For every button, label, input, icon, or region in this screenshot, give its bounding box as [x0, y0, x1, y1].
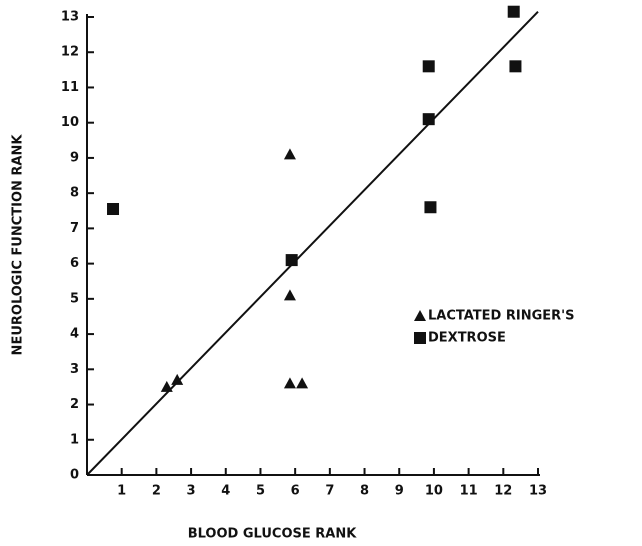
y-tick-label: 12	[61, 45, 79, 60]
point	[507, 5, 520, 18]
point	[509, 60, 522, 73]
legend-label: DEXTROSE	[428, 331, 506, 346]
x-tick-label: 7	[325, 484, 334, 499]
x-axis-label: BLOOD GLUCOSE RANK	[188, 527, 358, 542]
point	[422, 60, 435, 73]
legend-label: LACTATED RINGER'S	[428, 309, 575, 324]
y-tick-label: 5	[70, 291, 79, 306]
point	[107, 203, 120, 216]
point	[285, 254, 298, 267]
y-tick-label: 11	[61, 80, 79, 95]
y-tick-label: 6	[70, 256, 79, 271]
y-tick-label: 9	[70, 150, 79, 165]
point	[171, 373, 184, 385]
point	[283, 289, 296, 301]
x-tick-label: 3	[187, 484, 196, 499]
y-tick-label: 13	[61, 10, 79, 25]
y-tick-label: 8	[70, 186, 79, 201]
point	[283, 148, 296, 160]
point	[296, 377, 309, 389]
x-tick-label: 1	[117, 484, 126, 499]
legend-marker	[414, 332, 426, 344]
x-tick-label: 8	[360, 484, 369, 499]
x-tick-label: 13	[529, 484, 547, 499]
x-tick-label: 9	[395, 484, 404, 499]
x-tick-label: 11	[460, 484, 478, 499]
trend-line	[86, 11, 539, 476]
y-axis-label: NEUROLOGIC FUNCTION RANK	[11, 134, 26, 356]
x-tick-label: 4	[221, 484, 230, 499]
legend-marker	[414, 310, 426, 321]
y-tick-label: 7	[70, 221, 79, 236]
x-tick-label: 6	[291, 484, 300, 499]
y-tick-label: 0	[70, 468, 79, 483]
point	[422, 113, 435, 126]
y-tick-label: 10	[61, 115, 79, 130]
x-tick-label: 2	[152, 484, 161, 499]
x-tick-label: 5	[256, 484, 265, 499]
y-tick-label: 1	[70, 432, 79, 447]
y-tick-label: 3	[70, 362, 79, 377]
x-tick-label: 12	[494, 484, 512, 499]
point	[424, 201, 437, 214]
point	[283, 377, 296, 389]
x-tick-label: 10	[425, 484, 443, 499]
y-tick-label: 2	[70, 397, 79, 412]
point	[160, 380, 173, 392]
y-tick-label: 4	[70, 327, 79, 342]
